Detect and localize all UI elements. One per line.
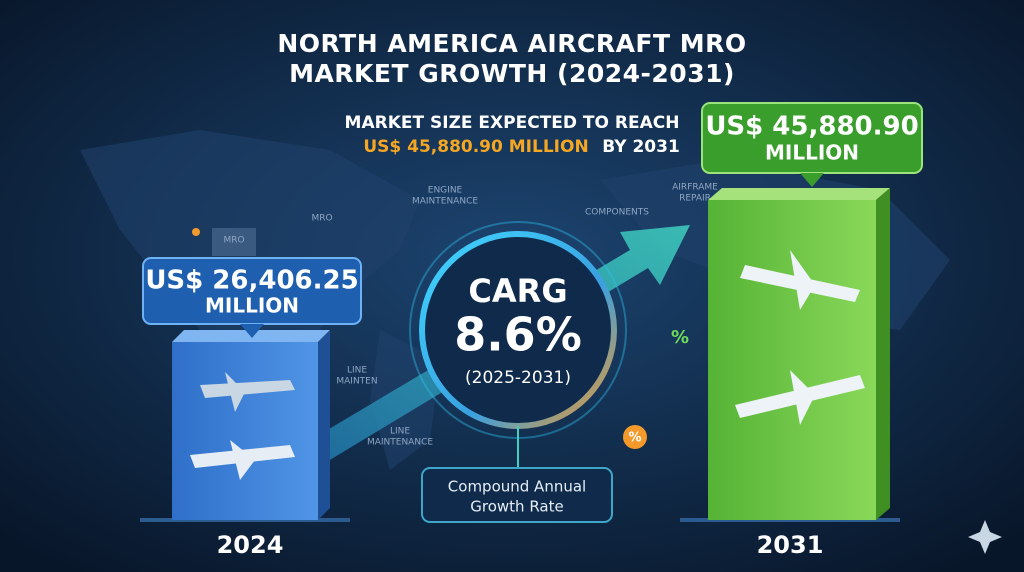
- sparkle: [968, 520, 1002, 554]
- cagr-label: CARG: [468, 272, 567, 310]
- cagr-value: 8.6%: [454, 308, 582, 362]
- callout-amount: US$ 45,880.90: [705, 112, 918, 142]
- callout-pointer: [800, 173, 824, 187]
- map-label: LINE: [390, 427, 410, 437]
- percent-badge: [623, 425, 647, 449]
- airplane-illustration: [190, 440, 295, 480]
- airplane-illustration: [200, 372, 295, 412]
- map-label: REPAIR: [679, 194, 711, 204]
- map-label: COMPONENTS: [585, 208, 649, 218]
- title: NORTH AMERICA AIRCRAFT MRO: [277, 29, 746, 58]
- year-label: 2024: [217, 531, 284, 559]
- callout-amount: US$ 26,406.25: [145, 266, 358, 296]
- cagr-note-box: [421, 467, 613, 523]
- cagr-note: Growth Rate: [470, 498, 563, 516]
- map-label: LINE: [347, 366, 367, 376]
- map-label: MAINTEN: [336, 377, 377, 387]
- box-side: [318, 330, 330, 520]
- percent-icon: %: [628, 431, 641, 446]
- map-label: MAINTENANCE: [412, 197, 478, 207]
- subtitle: MARKET SIZE EXPECTED TO REACH: [345, 113, 680, 133]
- cagr-period: (2025-2031): [465, 368, 571, 388]
- subtitle-highlight: US$ 45,880.90 MILLION: [363, 137, 588, 157]
- map-label: MRO: [311, 214, 332, 224]
- subtitle: BY 2031: [602, 137, 680, 157]
- hangar: [212, 228, 256, 256]
- airplane-illustration: [735, 370, 865, 425]
- year-label: 2031: [757, 531, 824, 559]
- box-2031: [708, 200, 876, 520]
- map-label: ENGINE: [428, 186, 463, 196]
- map-pin: [192, 228, 200, 236]
- cagr-note: Compound Annual: [448, 478, 586, 496]
- callout-unit: MILLION: [765, 141, 859, 165]
- title: MARKET GROWTH (2024-2031): [289, 59, 735, 88]
- map-label: MAINTENANCE: [367, 438, 433, 448]
- airplane-illustration: [740, 250, 860, 310]
- callout-pointer: [240, 324, 264, 338]
- box-2024: [172, 342, 318, 520]
- percent-icon: %: [671, 327, 689, 348]
- box-side: [876, 188, 890, 520]
- box-top: [708, 188, 890, 200]
- map-label: AIRFRAME: [672, 183, 718, 193]
- map-label: MRO: [223, 236, 244, 246]
- callout-unit: MILLION: [205, 294, 299, 318]
